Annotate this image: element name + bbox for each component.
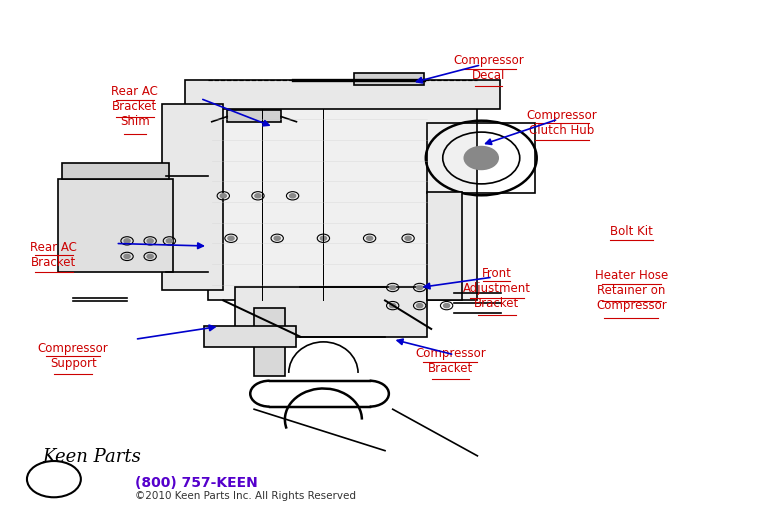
Text: Rear AC
Bracket: Rear AC Bracket — [31, 241, 77, 269]
FancyBboxPatch shape — [235, 287, 427, 337]
Text: Heater Hose
Retainer on
Compressor: Heater Hose Retainer on Compressor — [594, 269, 668, 312]
Circle shape — [436, 236, 442, 240]
FancyBboxPatch shape — [62, 163, 169, 179]
Circle shape — [124, 239, 130, 243]
Circle shape — [220, 194, 226, 198]
FancyBboxPatch shape — [427, 192, 462, 300]
FancyBboxPatch shape — [354, 73, 424, 85]
Text: Compressor
Clutch Hub: Compressor Clutch Hub — [527, 109, 598, 137]
FancyBboxPatch shape — [185, 80, 500, 109]
Text: Compressor
Decal: Compressor Decal — [454, 54, 524, 82]
Circle shape — [320, 236, 326, 240]
Circle shape — [166, 239, 172, 243]
Circle shape — [444, 285, 450, 290]
Text: Compressor
Support: Compressor Support — [38, 342, 109, 370]
Circle shape — [274, 236, 280, 240]
FancyBboxPatch shape — [58, 179, 173, 272]
FancyBboxPatch shape — [227, 110, 281, 122]
FancyBboxPatch shape — [162, 104, 223, 290]
Circle shape — [147, 239, 153, 243]
FancyBboxPatch shape — [204, 326, 296, 347]
FancyBboxPatch shape — [254, 308, 285, 376]
Circle shape — [390, 285, 396, 290]
Circle shape — [228, 236, 234, 240]
Circle shape — [290, 194, 296, 198]
Circle shape — [390, 304, 396, 308]
Text: Front
Adjustment
Bracket: Front Adjustment Bracket — [463, 267, 531, 310]
Text: Rear AC
Bracket
Shim: Rear AC Bracket Shim — [112, 85, 158, 128]
Text: Keen Parts: Keen Parts — [42, 448, 141, 466]
Circle shape — [405, 236, 411, 240]
Text: (800) 757-KEEN: (800) 757-KEEN — [135, 476, 257, 490]
Circle shape — [444, 304, 450, 308]
Text: ©2010 Keen Parts Inc. All Rights Reserved: ©2010 Keen Parts Inc. All Rights Reserve… — [135, 492, 356, 501]
FancyBboxPatch shape — [208, 93, 477, 300]
Circle shape — [417, 285, 423, 290]
Circle shape — [255, 194, 261, 198]
Circle shape — [147, 254, 153, 258]
Text: Compressor
Bracket: Compressor Bracket — [415, 347, 486, 375]
Text: Bolt Kit: Bolt Kit — [610, 225, 653, 238]
Circle shape — [464, 147, 498, 169]
Circle shape — [367, 236, 373, 240]
Circle shape — [124, 254, 130, 258]
Circle shape — [417, 304, 423, 308]
